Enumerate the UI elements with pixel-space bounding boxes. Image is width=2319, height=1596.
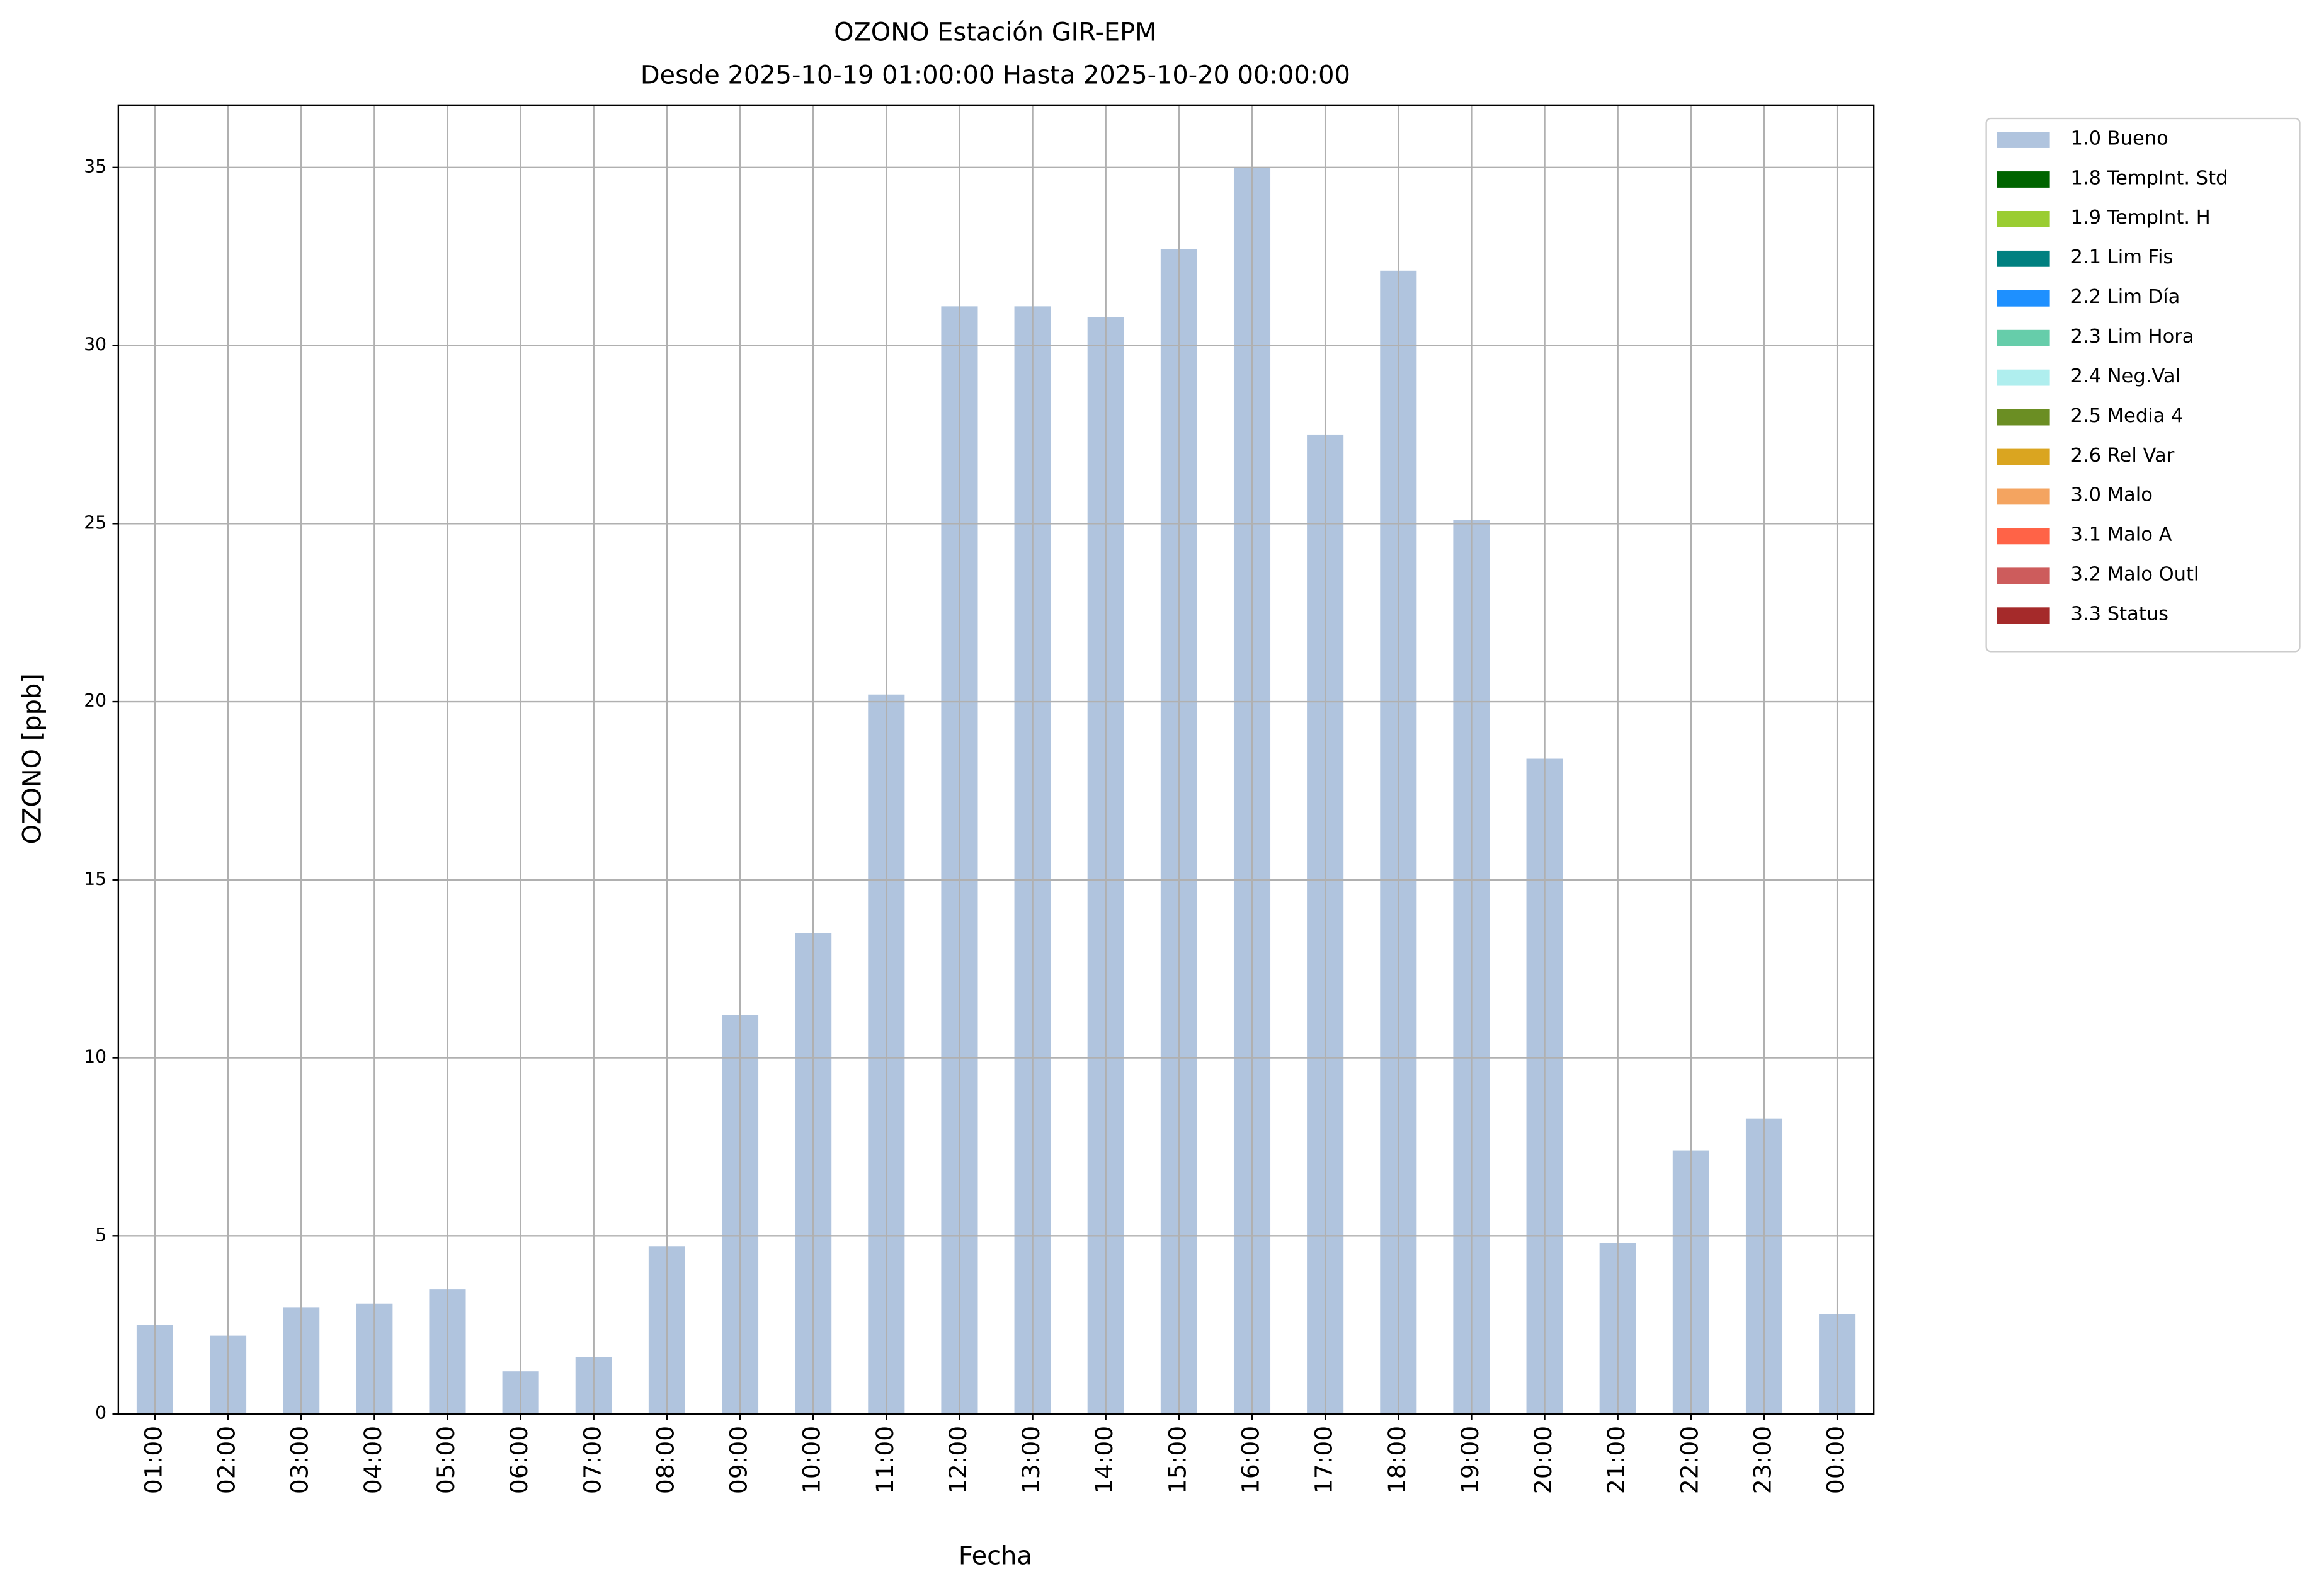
y-tick-label: 5 <box>95 1224 106 1245</box>
legend-swatch <box>1997 369 2050 386</box>
x-tick-label: 09:00 <box>725 1426 753 1494</box>
y-tick-label: 15 <box>84 869 106 889</box>
legend-label: 2.1 Lim Fis <box>2071 246 2174 268</box>
x-tick-label: 13:00 <box>1017 1426 1045 1494</box>
x-tick-label: 21:00 <box>1602 1426 1630 1494</box>
x-tick-label: 23:00 <box>1748 1426 1776 1494</box>
x-tick-label: 04:00 <box>359 1426 387 1494</box>
chart-subtitle: Desde 2025-10-19 01:00:00 Hasta 2025-10-… <box>641 61 1350 90</box>
y-tick-label: 30 <box>84 334 106 355</box>
legend-label: 3.3 Status <box>2071 603 2168 625</box>
x-axis-label: Fecha <box>959 1541 1032 1570</box>
legend-swatch <box>1997 210 2050 227</box>
legend-swatch <box>1997 567 2050 584</box>
x-tick-label: 16:00 <box>1237 1426 1265 1494</box>
x-tick-label: 20:00 <box>1529 1426 1557 1494</box>
y-axis-label: OZONO [ppb] <box>18 673 47 844</box>
y-tick-label: 20 <box>84 690 106 711</box>
legend-label: 3.0 Malo <box>2071 484 2153 506</box>
legend-swatch <box>1997 171 2050 188</box>
legend-label: 2.2 Lim Día <box>2071 286 2180 308</box>
legend-label: 1.0 Bueno <box>2071 127 2168 149</box>
legend-label: 2.4 Neg.Val <box>2071 365 2181 387</box>
legend-label: 3.2 Malo Outl <box>2071 564 2199 586</box>
legend-swatch <box>1997 290 2050 307</box>
y-tick-label: 35 <box>84 156 106 177</box>
x-tick-label: 00:00 <box>1822 1426 1850 1494</box>
y-tick-label: 0 <box>95 1403 106 1423</box>
x-tick-label: 02:00 <box>213 1426 241 1494</box>
x-tick-label: 12:00 <box>944 1426 972 1494</box>
legend-swatch <box>1997 528 2050 545</box>
legend-swatch <box>1997 448 2050 465</box>
legend-swatch <box>1997 250 2050 267</box>
legend: 1.0 Bueno 1.8 TempInt. Std 1.9 TempInt. H 2… <box>1985 117 2301 653</box>
x-tick-label: 22:00 <box>1675 1426 1703 1494</box>
legend-label: 1.8 TempInt. Std <box>2071 167 2228 189</box>
legend-label: 1.9 TempInt. H <box>2071 207 2211 229</box>
x-tick-label: 14:00 <box>1090 1426 1118 1494</box>
chart-title: OZONO Estación GIR-EPM <box>834 18 1157 47</box>
x-tick-label: 01:00 <box>139 1426 167 1494</box>
x-tick-label: 06:00 <box>505 1426 533 1494</box>
legend-swatch <box>1997 329 2050 346</box>
legend-label: 3.1 Malo A <box>2071 524 2172 546</box>
legend-label: 2.6 Rel Var <box>2071 445 2175 467</box>
x-tick-label: 15:00 <box>1163 1426 1191 1494</box>
legend-swatch <box>1997 488 2050 505</box>
legend-swatch <box>1997 409 2050 426</box>
x-tick-label: 05:00 <box>432 1426 460 1494</box>
x-tick-label: 07:00 <box>578 1426 606 1494</box>
legend-label: 2.5 Media 4 <box>2071 405 2184 427</box>
legend-swatch <box>1997 132 2050 148</box>
y-tick-label: 10 <box>84 1047 106 1068</box>
y-tick-label: 25 <box>84 512 106 533</box>
x-tick-label: 19:00 <box>1456 1426 1484 1494</box>
legend-label: 2.3 Lim Hora <box>2071 326 2194 348</box>
legend-swatch <box>1997 607 2050 624</box>
x-tick-label: 17:00 <box>1310 1426 1338 1494</box>
x-tick-label: 08:00 <box>651 1426 679 1494</box>
plot-frame <box>117 104 1875 1415</box>
x-tick-label: 10:00 <box>798 1426 826 1494</box>
x-tick-label: 03:00 <box>286 1426 314 1494</box>
x-tick-label: 18:00 <box>1383 1426 1411 1494</box>
legend-box <box>1985 117 2301 653</box>
x-tick-label: 11:00 <box>871 1426 899 1494</box>
